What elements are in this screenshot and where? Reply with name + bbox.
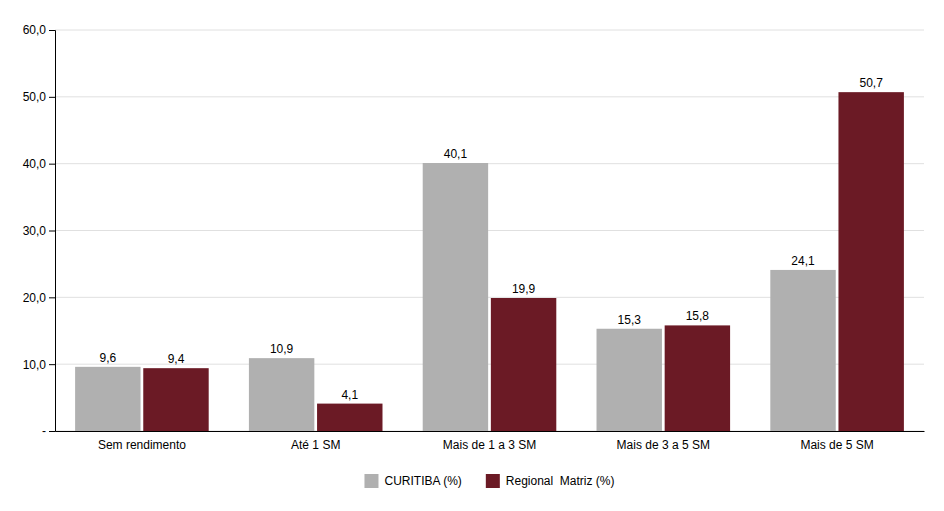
grid-line <box>55 230 924 231</box>
y-tick-label: 10,0 <box>23 358 47 372</box>
y-tick: 60,0 <box>23 23 55 37</box>
legend-item: Regional Matriz (%) <box>486 474 615 488</box>
bar <box>317 404 382 431</box>
y-tick-label: 20,0 <box>23 291 47 305</box>
y-tick-mark <box>49 364 55 365</box>
data-label: 24,1 <box>791 254 815 268</box>
x-tick-label: Mais de 3 a 5 SM <box>617 438 710 452</box>
y-axis: - 10,0 20,0 30,0 40,0 50,0 60,0 <box>23 23 56 438</box>
y-tick-mark <box>49 231 55 232</box>
x-tick: Sem rendimento <box>98 438 186 452</box>
bar <box>75 367 140 431</box>
data-label: 15,8 <box>686 309 710 323</box>
legend-label: CURITIBA (%) <box>384 474 461 488</box>
y-tick: 30,0 <box>23 224 55 238</box>
bar <box>143 368 208 431</box>
bar <box>770 270 835 431</box>
grid <box>55 30 924 431</box>
data-label: 50,7 <box>859 76 883 90</box>
bar <box>249 358 314 431</box>
grid-line <box>55 30 924 31</box>
x-tick: Mais de 3 a 5 SM <box>617 438 710 452</box>
x-axis-line <box>56 431 925 432</box>
y-tick-mark <box>49 431 55 432</box>
x-tick-label: Sem rendimento <box>98 438 186 452</box>
grid-line <box>55 96 924 97</box>
y-tick: 20,0 <box>23 291 55 305</box>
x-tick: Mais de 1 a 3 SM <box>443 438 536 452</box>
bar <box>491 298 556 431</box>
data-label: 9,6 <box>99 351 116 365</box>
grid-line <box>55 163 924 164</box>
y-tick-mark <box>49 30 55 31</box>
legend-label: Regional Matriz (%) <box>506 474 615 488</box>
bars <box>75 92 904 431</box>
bar <box>597 329 662 431</box>
x-axis: Sem rendimento Até 1 SM Mais de 1 a 3 SM Ma… <box>56 432 925 452</box>
y-tick-label: 50,0 <box>23 90 47 104</box>
x-tick-label: Até 1 SM <box>291 438 340 452</box>
data-label: 9,4 <box>168 352 185 366</box>
y-tick-label: 30,0 <box>23 224 47 238</box>
y-tick: - <box>42 424 55 438</box>
y-tick: 40,0 <box>23 157 55 171</box>
y-tick-label: 40,0 <box>23 157 47 171</box>
y-tick: 50,0 <box>23 90 55 104</box>
x-tick: Até 1 SM <box>291 438 340 452</box>
x-tick: Mais de 5 SM <box>800 438 873 452</box>
x-tick-label: Mais de 5 SM <box>800 438 873 452</box>
bar <box>423 163 488 431</box>
data-label: 19,9 <box>512 282 536 296</box>
plot: - 10,0 20,0 30,0 40,0 50,0 60,0 Sem rendimento A… <box>23 23 925 451</box>
legend-swatch <box>364 474 378 488</box>
y-tick-label: - <box>42 424 46 438</box>
y-tick: 10,0 <box>23 358 55 372</box>
legend-item: CURITIBA (%) <box>364 474 461 488</box>
data-label: 15,3 <box>618 313 642 327</box>
y-tick-mark <box>49 164 55 165</box>
data-label: 10,9 <box>270 342 294 356</box>
legend: CURITIBA (%) Regional Matriz (%) <box>364 474 614 488</box>
bar <box>838 92 903 431</box>
legend-swatch <box>486 474 500 488</box>
x-tick-label: Mais de 1 a 3 SM <box>443 438 536 452</box>
chart: - 10,0 20,0 30,0 40,0 50,0 60,0 Sem rendimento A… <box>0 0 944 511</box>
data-label: 40,1 <box>444 147 468 161</box>
data-label: 4,1 <box>341 388 358 402</box>
y-axis-line <box>49 31 56 432</box>
y-tick-mark <box>49 97 55 98</box>
y-tick-mark <box>49 297 55 298</box>
data-labels: 9,6 10,9 40,1 15,3 24,1 9,4 4,1 19,9 15,8 50,7 <box>99 76 883 401</box>
bar <box>665 325 730 431</box>
y-tick-label: 60,0 <box>23 23 47 37</box>
